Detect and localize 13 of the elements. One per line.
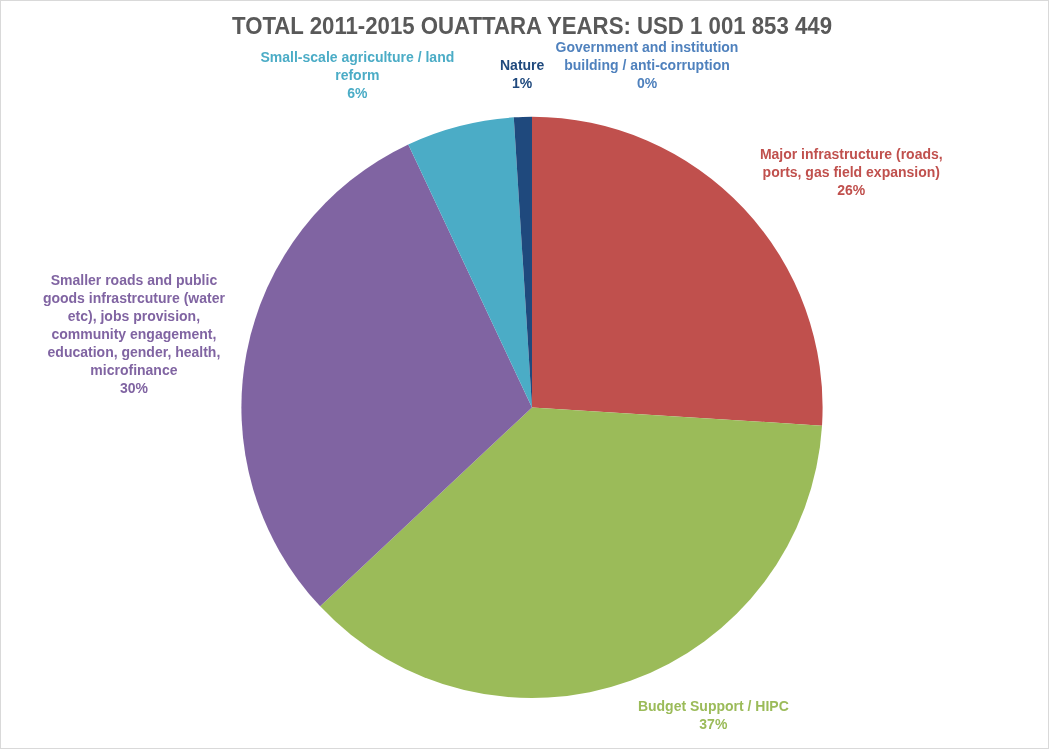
chart-title: TOTAL 2011-2015 OUATTARA YEARS: USD 1 001 853 449	[231, 12, 833, 40]
slice-label: Nature	[500, 56, 545, 73]
data-label: 6%	[347, 85, 369, 102]
slice-label: Small-scale agriculture / land reform	[260, 49, 455, 84]
text: 0%	[636, 74, 658, 91]
slice-label: Budget Support / HIPC	[637, 698, 789, 715]
data-label: 30%	[119, 379, 149, 396]
data-label: 1%	[512, 74, 533, 91]
slice-label: Smaller roads and public goods infrastrcuture (water etc), jobs provision, community engagement, education, gender, health, microfinance	[42, 271, 226, 378]
category-label: Government and institution building / anti-corruption	[555, 38, 739, 73]
data-label: 37%	[699, 716, 728, 733]
data-label: 26%	[837, 181, 866, 198]
slice-label: Major infrastructure (roads, ports, gas field expansion)	[759, 145, 943, 180]
